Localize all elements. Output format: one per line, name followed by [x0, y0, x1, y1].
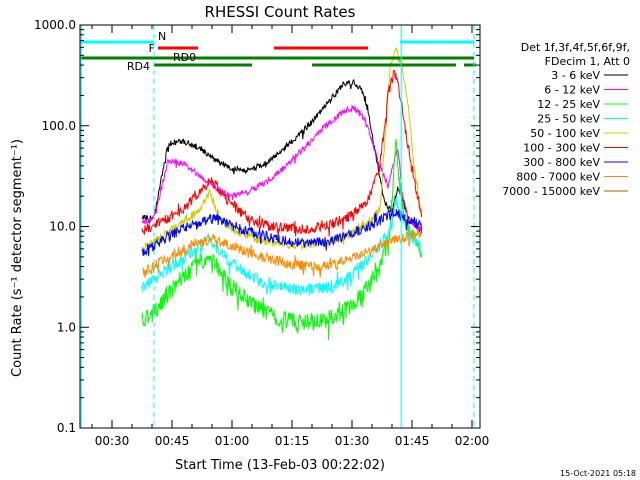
- series-line-1: [141, 104, 423, 234]
- y-tick-label: 100.0: [42, 119, 76, 133]
- chart-title: RHESSI Count Rates: [205, 3, 356, 21]
- x-tick-label: 01:45: [395, 434, 430, 448]
- legend-label-1: 6 - 12 keV: [544, 84, 600, 97]
- y-tick-label: 1.0: [57, 320, 76, 334]
- legend-label-0: 3 - 6 keV: [551, 69, 600, 82]
- legend-label-2: 12 - 25 keV: [537, 98, 600, 111]
- axes: 00:30 00:45 01:00 01:15 01:30 01:45 02:00 0.1 1.…: [34, 18, 489, 448]
- y-tick-label: 1000.0: [34, 18, 76, 32]
- legend: Det 1f,3f,4f,5f,6f,9f, FDecim 1, Att 0 3…: [502, 41, 630, 198]
- x-tick-label: 02:00: [455, 434, 490, 448]
- legend-label-7: 800 - 7000 keV: [516, 171, 600, 184]
- legend-label-5: 100 - 300 keV: [523, 142, 600, 155]
- series-line-7: [141, 228, 422, 278]
- x-tick-label: 01:30: [335, 434, 370, 448]
- series-line-5: [141, 70, 423, 237]
- x-tick-label: 01:15: [275, 434, 310, 448]
- legend-label-3: 25 - 50 keV: [537, 113, 600, 126]
- y-tick-label: 10.0: [49, 220, 76, 234]
- x-axis-label: Start Time (13-Feb-03 00:22:02): [175, 458, 385, 473]
- status-bars: NF RD0 RD4: [80, 30, 476, 73]
- status-label-rd4: RD4: [127, 60, 150, 73]
- series-line-6: [141, 208, 423, 257]
- status-label-f: F: [149, 42, 155, 55]
- legend-header-line-1: Det 1f,3f,4f,5f,6f,9f,: [521, 41, 630, 54]
- footer-timestamp: 15-Oct-2021 05:18: [560, 469, 636, 478]
- legend-label-4: 50 - 100 keV: [530, 127, 600, 140]
- y-axis-label: Count Rate (s⁻¹ detector segment⁻¹): [10, 139, 25, 377]
- series-line-2: [141, 139, 423, 341]
- status-label-n: N: [158, 30, 166, 43]
- status-label-rd0: RD0: [173, 51, 196, 64]
- x-tick-label: 01:00: [215, 434, 250, 448]
- x-tick-label: 00:30: [95, 434, 130, 448]
- legend-label-6: 300 - 800 keV: [523, 156, 600, 169]
- series-layer: [141, 47, 423, 341]
- y-tick-label: 0.1: [57, 421, 76, 435]
- series-line-3: [141, 196, 423, 296]
- legend-label-8: 7000 - 15000 keV: [502, 185, 600, 198]
- legend-header-line-2: FDecim 1, Att 0: [545, 55, 630, 68]
- x-tick-label: 00:45: [155, 434, 190, 448]
